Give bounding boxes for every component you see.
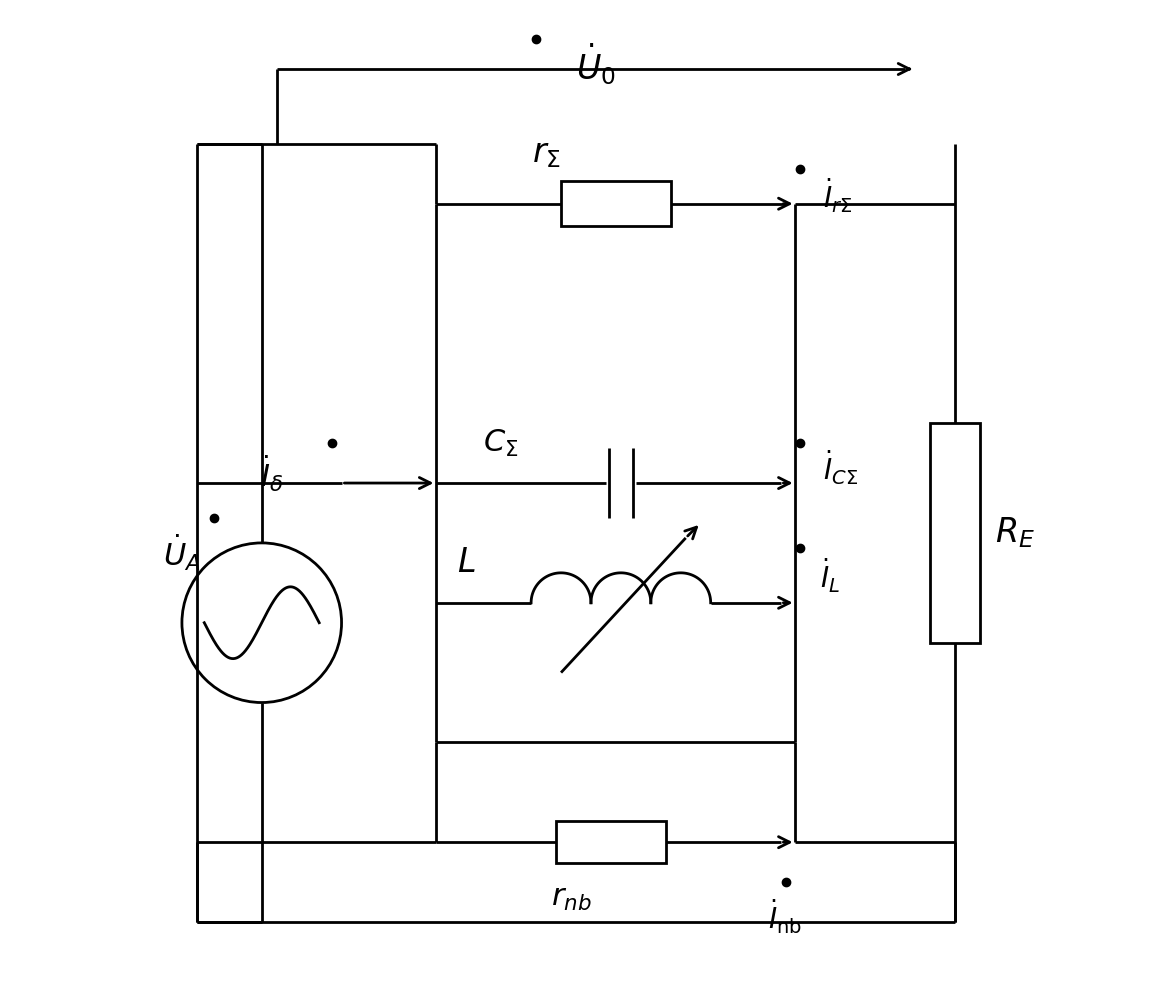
Text: $L$: $L$ <box>457 547 476 578</box>
Text: $r_{nb}$: $r_{nb}$ <box>551 881 591 912</box>
Text: $C_{\Sigma}$: $C_{\Sigma}$ <box>484 428 518 459</box>
Text: $\dot{I}_{C\Sigma}$: $\dot{I}_{C\Sigma}$ <box>824 449 858 487</box>
Text: $\dot{I}_{r\Sigma}$: $\dot{I}_{r\Sigma}$ <box>824 177 852 215</box>
Text: $R_{E}$: $R_{E}$ <box>995 516 1034 550</box>
Bar <box>556 821 666 863</box>
Text: $r_{\Sigma}$: $r_{\Sigma}$ <box>531 138 561 170</box>
Text: $\dot{U}_{A}$: $\dot{U}_{A}$ <box>164 532 200 573</box>
Bar <box>561 181 670 226</box>
Bar <box>930 424 980 643</box>
Text: $\dot{I}_{L}$: $\dot{I}_{L}$ <box>820 556 841 595</box>
Text: $\dot{U}_0$: $\dot{U}_0$ <box>576 41 616 87</box>
Text: $\dot{I}_{\mathrm{nb}}$: $\dot{I}_{\mathrm{nb}}$ <box>768 898 803 937</box>
Text: $\dot{I}_{\delta}$: $\dot{I}_{\delta}$ <box>260 453 283 494</box>
